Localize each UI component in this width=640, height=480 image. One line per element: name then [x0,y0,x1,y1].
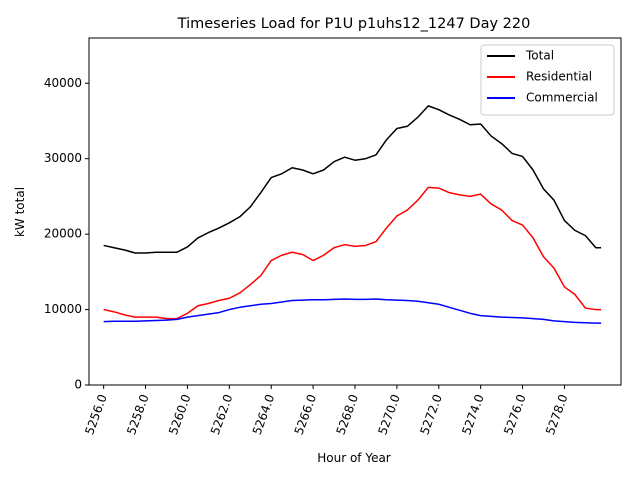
series-line-residential [103,186,602,320]
x-axis-title: Hour of Year [317,451,391,465]
y-tick-label: 40000 [44,76,82,90]
legend-label-total: Total [525,49,554,63]
y-axis: 0 10000 20000 30000 40000 [44,76,89,392]
legend: Total Residential Commercial [480,44,615,116]
series-line-total [103,105,602,254]
legend-label-residential: Residential [526,70,592,84]
legend-label-commercial: Commercial [526,91,598,105]
y-tick-label: 30000 [44,151,82,165]
y-axis-title: kW total [13,187,27,237]
y-tick-label: 10000 [44,302,82,316]
plot-lines [103,105,602,324]
chart-title: Timeseries Load for P1U p1uhs12_1247 Day… [177,16,531,32]
y-tick-label: 20000 [44,227,82,241]
y-tick-label: 0 [74,378,82,392]
series-line-commercial [103,298,602,324]
